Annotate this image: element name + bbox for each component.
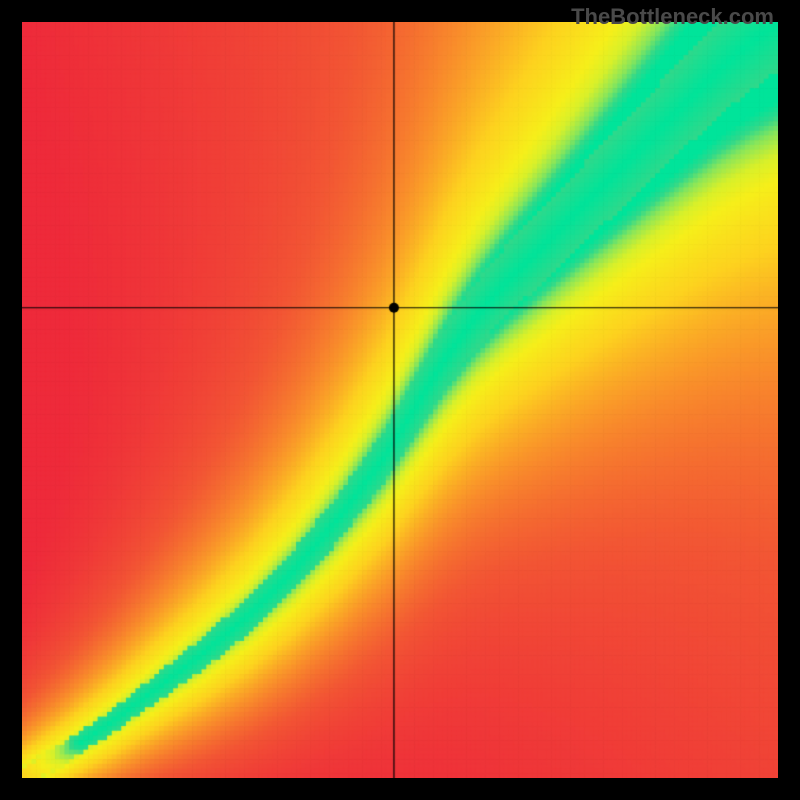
heatmap-canvas xyxy=(22,22,778,778)
watermark-text: TheBottleneck.com xyxy=(571,4,774,30)
plot-area xyxy=(22,22,778,778)
chart-container: TheBottleneck.com xyxy=(0,0,800,800)
